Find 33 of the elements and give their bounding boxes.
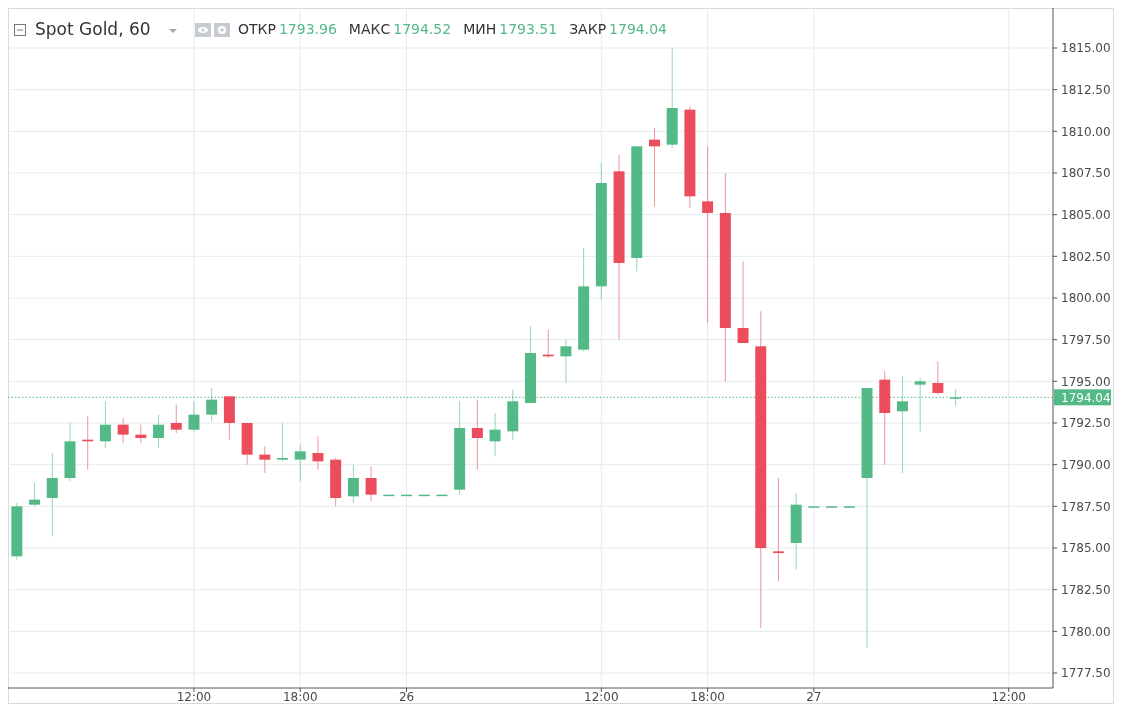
y-tick-label: 1785.00	[1061, 541, 1111, 556]
annotation: 1794.04	[609, 21, 668, 37]
y-tick-label: 1795.00	[1061, 374, 1111, 389]
y-tick-label: 1807.50	[1061, 166, 1111, 181]
annotation: МИН	[463, 21, 497, 37]
y-tick-label: 1802.50	[1061, 249, 1111, 264]
y-tick-label: 1810.00	[1061, 124, 1111, 139]
x-tick-label: 12:00	[584, 690, 619, 704]
annotation: Spot Gold, 60	[35, 19, 151, 39]
y-tick-label: 1777.50	[1061, 666, 1111, 681]
annotation: 1794.52	[393, 21, 452, 37]
annotation: 1793.51	[499, 21, 558, 37]
y-tick-label: 1797.50	[1061, 332, 1111, 347]
y-tick-label: 1800.00	[1061, 291, 1111, 306]
y-tick-label: 1790.00	[1061, 457, 1111, 472]
annotation: МАКС	[348, 21, 391, 37]
x-tick-label: 12:00	[176, 690, 212, 704]
x-tick-label: 18:00	[282, 690, 318, 704]
y-tick-label: 1787.50	[1061, 499, 1111, 514]
annotation: 1793.96	[278, 21, 337, 37]
x-tick-label: 27	[806, 690, 822, 704]
x-tick-label: 26	[398, 690, 415, 704]
ref-line-label: 1794.04	[1061, 390, 1111, 405]
annotation: ЗАКР	[569, 21, 607, 37]
y-tick-label: 1815.00	[1061, 41, 1111, 56]
y-tick-label: 1812.50	[1061, 82, 1111, 97]
x-tick-label: 12:00	[991, 690, 1027, 704]
y-tick-label: 1805.00	[1061, 207, 1111, 222]
y-tick-label: 1782.50	[1061, 582, 1111, 597]
y-tick-label: 1780.00	[1061, 624, 1111, 639]
annotation: ОТКР	[238, 21, 276, 37]
x-tick-label: 18:00	[690, 690, 725, 704]
y-tick-label: 1792.50	[1061, 416, 1111, 431]
